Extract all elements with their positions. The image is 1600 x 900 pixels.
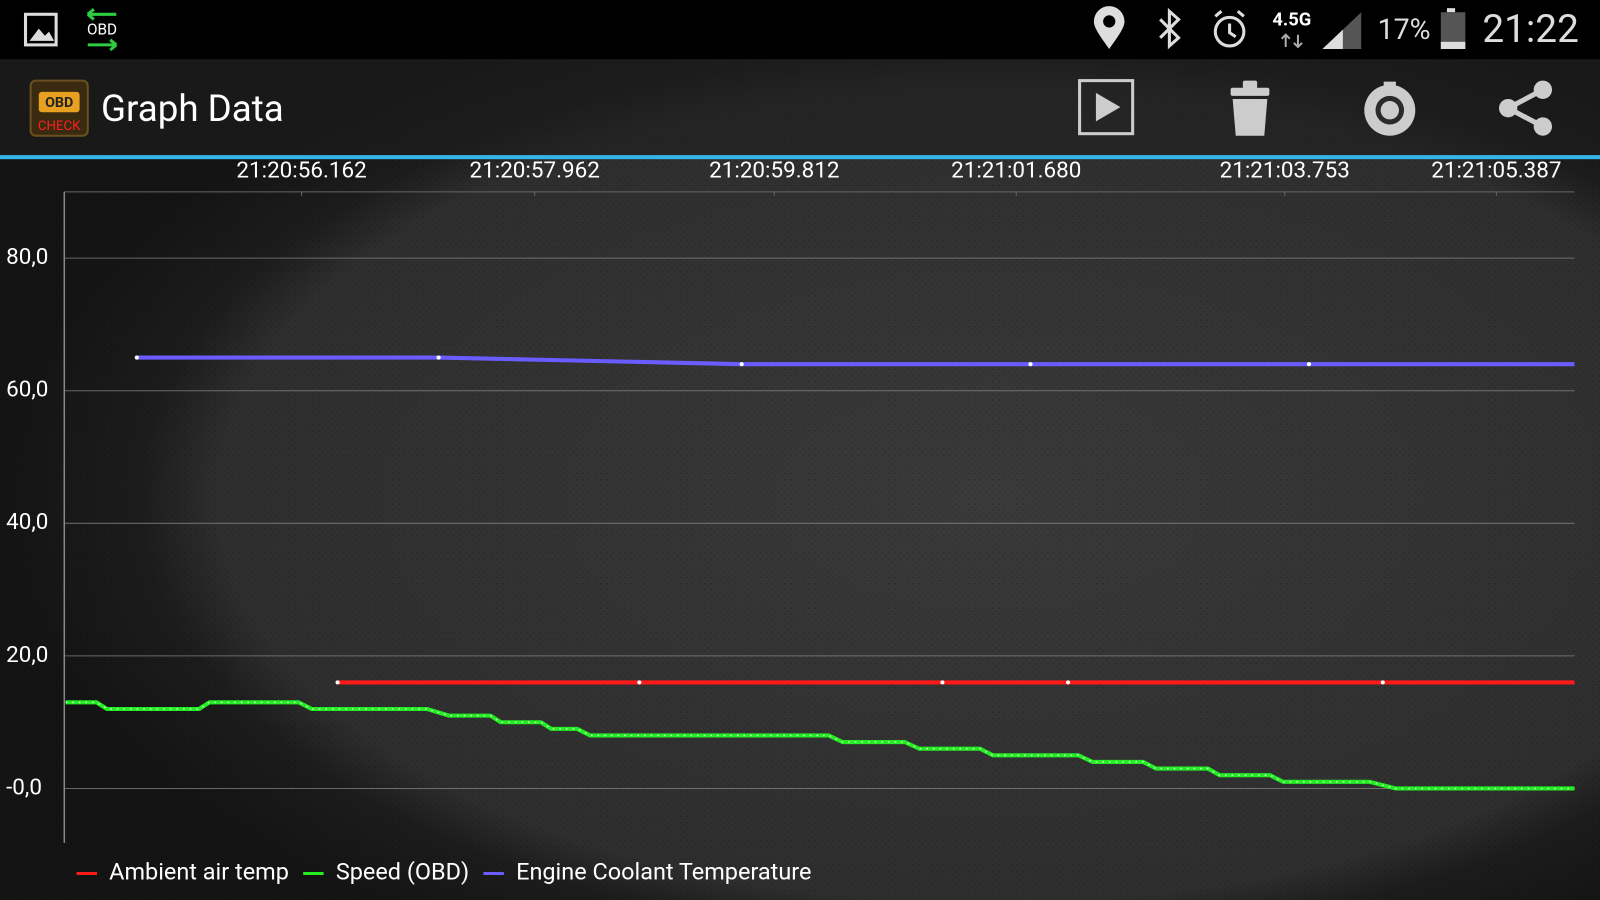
background-texture	[0, 59, 1600, 900]
data-point	[134, 355, 139, 360]
legend-label: Engine Coolant Temperature	[516, 858, 811, 886]
legend-label: Speed (OBD)	[336, 858, 469, 886]
data-point	[436, 355, 441, 360]
battery-icon	[1440, 8, 1466, 49]
y-tick-label: 20,0	[6, 642, 48, 668]
series-line	[136, 355, 1575, 367]
logo-bottom: CHECK	[38, 119, 81, 134]
y-tick-label: 80,0	[6, 244, 48, 270]
obd-icon-label: OBD	[87, 21, 117, 39]
legend-label: Ambient air temp	[109, 858, 289, 886]
y-tick-label: 40,0	[6, 509, 48, 535]
play-button[interactable]	[1078, 79, 1135, 136]
x-tick-label: 21:21:03.753	[1220, 157, 1350, 183]
status-bar-bg	[0, 0, 1600, 60]
data-point	[1380, 680, 1385, 685]
data-point	[739, 362, 744, 367]
clock: 21:22	[1482, 7, 1579, 52]
data-point	[1066, 680, 1071, 685]
series-dots	[65, 701, 1575, 790]
app-bar-bg	[0, 59, 1600, 156]
app-logo[interactable]: OBD CHECK	[29, 79, 89, 137]
x-tick-label: 21:21:01.680	[951, 157, 1081, 183]
delete-button[interactable]	[1230, 80, 1270, 136]
data-point	[637, 680, 642, 685]
y-tick-label: 60,0	[6, 377, 48, 403]
data-point	[1306, 362, 1312, 367]
gallery-icon	[23, 12, 58, 47]
data-arrows	[1280, 33, 1303, 49]
location-icon	[1093, 6, 1125, 49]
app-bar: OBD CHECK Graph Data	[0, 59, 1600, 160]
alarm-icon	[1213, 10, 1246, 48]
logo-top: OBD	[45, 95, 73, 111]
x-tick-label: 21:20:56.162	[236, 157, 366, 183]
share-button[interactable]	[1498, 80, 1553, 136]
settings-button[interactable]	[1364, 81, 1416, 136]
data-point	[940, 680, 945, 685]
x-tick-label: 21:20:57.962	[470, 157, 600, 183]
chart: -0,0 20,0 40,0 60,0 80,0 21:20:56.162 21:20:57…	[6, 157, 1575, 886]
data-point	[1028, 362, 1033, 367]
x-tick-label: 21:20:59.812	[709, 157, 839, 183]
x-tick-label: 21:21:05.387	[1431, 157, 1561, 183]
signal-icon	[1322, 29, 1343, 49]
y-tick-label: -0,0	[6, 774, 42, 800]
bluetooth-icon	[1159, 7, 1181, 50]
network-type: 4.5G	[1272, 9, 1311, 30]
status-bar: OBD 4.5G 17% 21:22	[0, 0, 1600, 60]
obd-status-icon: OBD	[86, 8, 118, 52]
data-point	[335, 680, 340, 685]
app-bar-divider	[0, 155, 1600, 160]
battery-percent: 17%	[1378, 12, 1431, 46]
app-title: Graph Data	[101, 87, 284, 130]
